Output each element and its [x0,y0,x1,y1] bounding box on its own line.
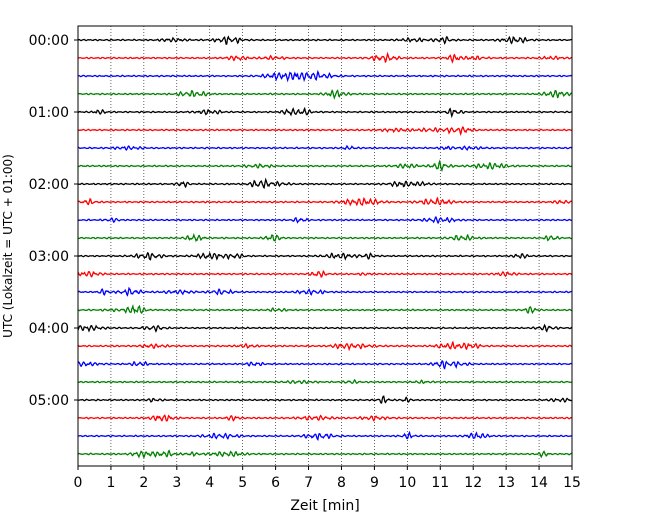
trace-line [77,286,573,297]
trace-line [77,323,573,333]
trace-line [77,196,573,207]
trace-line [77,35,573,46]
trace-line [77,89,573,100]
y-tick-label: 02:00 [29,177,69,193]
y-axis-ticks: 00:00 01:00 02:00 03:00 04:00 05:00 [29,33,78,409]
trace-line [77,430,573,442]
trace-line [78,251,573,261]
x-axis-title: Zeit [min] [290,498,359,514]
x-tick-label: 13 [497,475,515,491]
y-axis-title: UTC (Lokalzeit = UTC + 01:00) [1,154,15,338]
trace-line [77,340,573,352]
y-tick-label: 01:00 [29,105,69,121]
x-tick-label: 10 [398,475,416,491]
x-tick-label: 14 [530,475,548,491]
y-tick-label: 04:00 [29,321,69,337]
trace-line [77,395,573,404]
x-tick-label: 12 [464,475,482,491]
trace-line [77,215,573,225]
trace-line [77,304,573,315]
y-tick-label: 05:00 [29,393,69,409]
trace-line [77,51,573,64]
trace-line [77,126,573,136]
trace-line [77,177,573,190]
trace-line [77,269,573,278]
x-tick-label: 2 [139,475,148,491]
y-tick-label: 03:00 [29,249,69,265]
y-tick-label: 00:00 [29,33,69,49]
x-tick-label: 11 [431,475,449,491]
trace-line [77,69,573,83]
trace-line [77,449,573,459]
x-tick-label: 0 [74,475,83,491]
trace-line [77,378,573,385]
trace-line [77,232,573,243]
x-tick-label: 1 [106,475,115,491]
plot-frame [77,25,573,467]
trace-line [77,360,573,370]
x-tick-label: 9 [370,475,379,491]
vertical-grid [110,26,540,466]
trace-line [77,159,573,172]
trace-line [77,414,573,422]
trace-line [77,106,573,119]
x-axis-ticks: 0 1 2 3 4 5 6 7 8 9 10 11 12 13 14 15 [74,466,581,491]
trace-line [77,144,573,151]
x-tick-label: 15 [563,475,581,491]
x-tick-label: 3 [172,475,181,491]
seismic-traces [77,35,573,459]
x-tick-label: 4 [205,475,214,491]
x-tick-label: 8 [337,475,346,491]
x-tick-label: 7 [304,475,313,491]
x-tick-label: 6 [271,475,280,491]
x-tick-label: 5 [238,475,247,491]
